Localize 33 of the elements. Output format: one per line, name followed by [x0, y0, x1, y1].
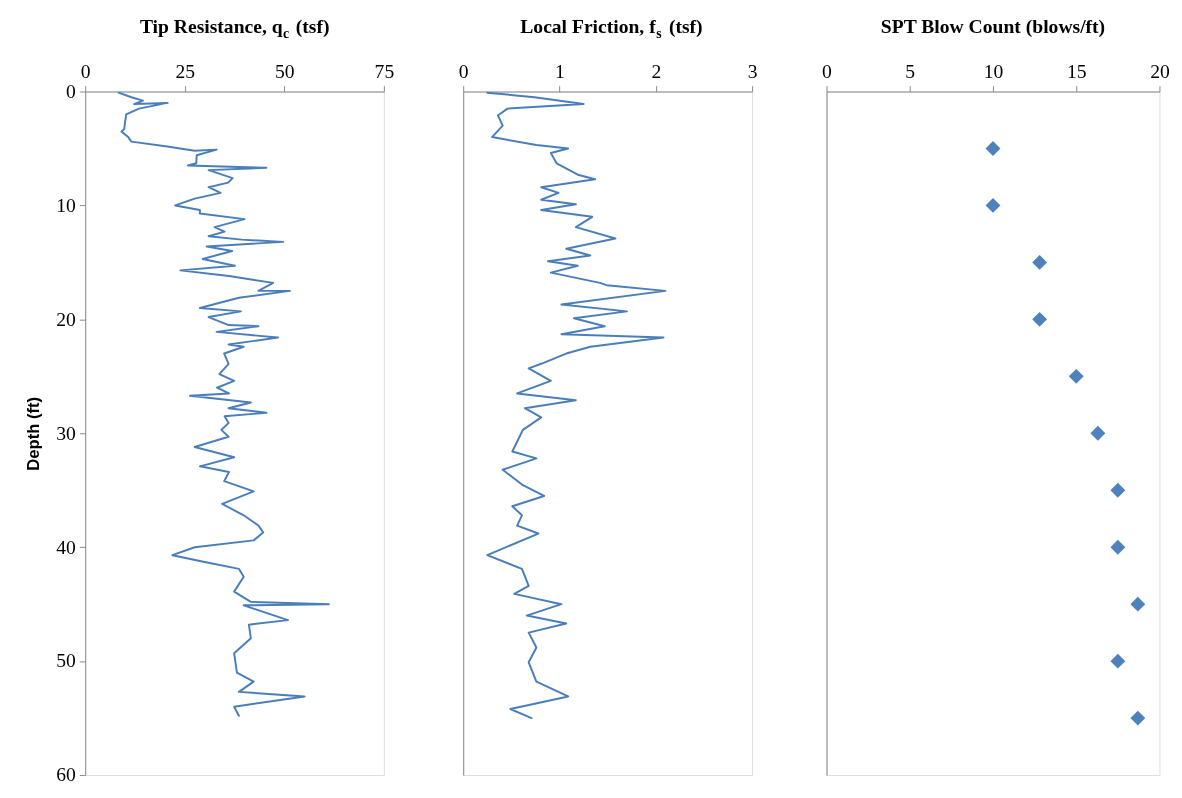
y-tick-label: 60 [56, 764, 77, 786]
x-tick-label: 5 [905, 61, 916, 83]
x-tick-label: 0 [80, 61, 91, 83]
y-tick-label: 50 [56, 650, 77, 672]
x-tick-label: 50 [275, 61, 295, 83]
point [1068, 368, 1084, 384]
point [1110, 539, 1126, 555]
x-tick-label: 10 [983, 61, 1004, 83]
x-tick-label: 1 [555, 61, 565, 83]
point [1032, 311, 1048, 327]
point [1130, 710, 1146, 726]
y-tick-label: 30 [56, 422, 77, 444]
line-series [117, 91, 330, 717]
point [1130, 596, 1146, 612]
x-tick-label: 0 [822, 61, 833, 83]
point [1032, 254, 1048, 270]
x-axis-title: SPT Blow Count (blows/ft) [880, 15, 1106, 38]
x-tick-label: 0 [458, 61, 469, 83]
x-tick-label: 2 [651, 61, 662, 83]
y-axis-title: Depth (ft) [23, 396, 43, 471]
point [1090, 425, 1106, 441]
x-tick-label: 15 [1066, 61, 1087, 83]
point [1110, 653, 1126, 669]
point [1110, 482, 1126, 498]
point [985, 198, 1001, 213]
y-tick-label: 20 [56, 308, 77, 330]
x-tick-label: 25 [175, 61, 196, 83]
x-tick-label: 20 [1150, 61, 1170, 83]
y-tick-label: 10 [56, 194, 77, 216]
x-tick-label: 3 [747, 61, 758, 83]
x-tick-label: 75 [374, 61, 395, 83]
y-tick-label: 40 [56, 536, 77, 558]
y-tick-label: 0 [66, 80, 77, 102]
